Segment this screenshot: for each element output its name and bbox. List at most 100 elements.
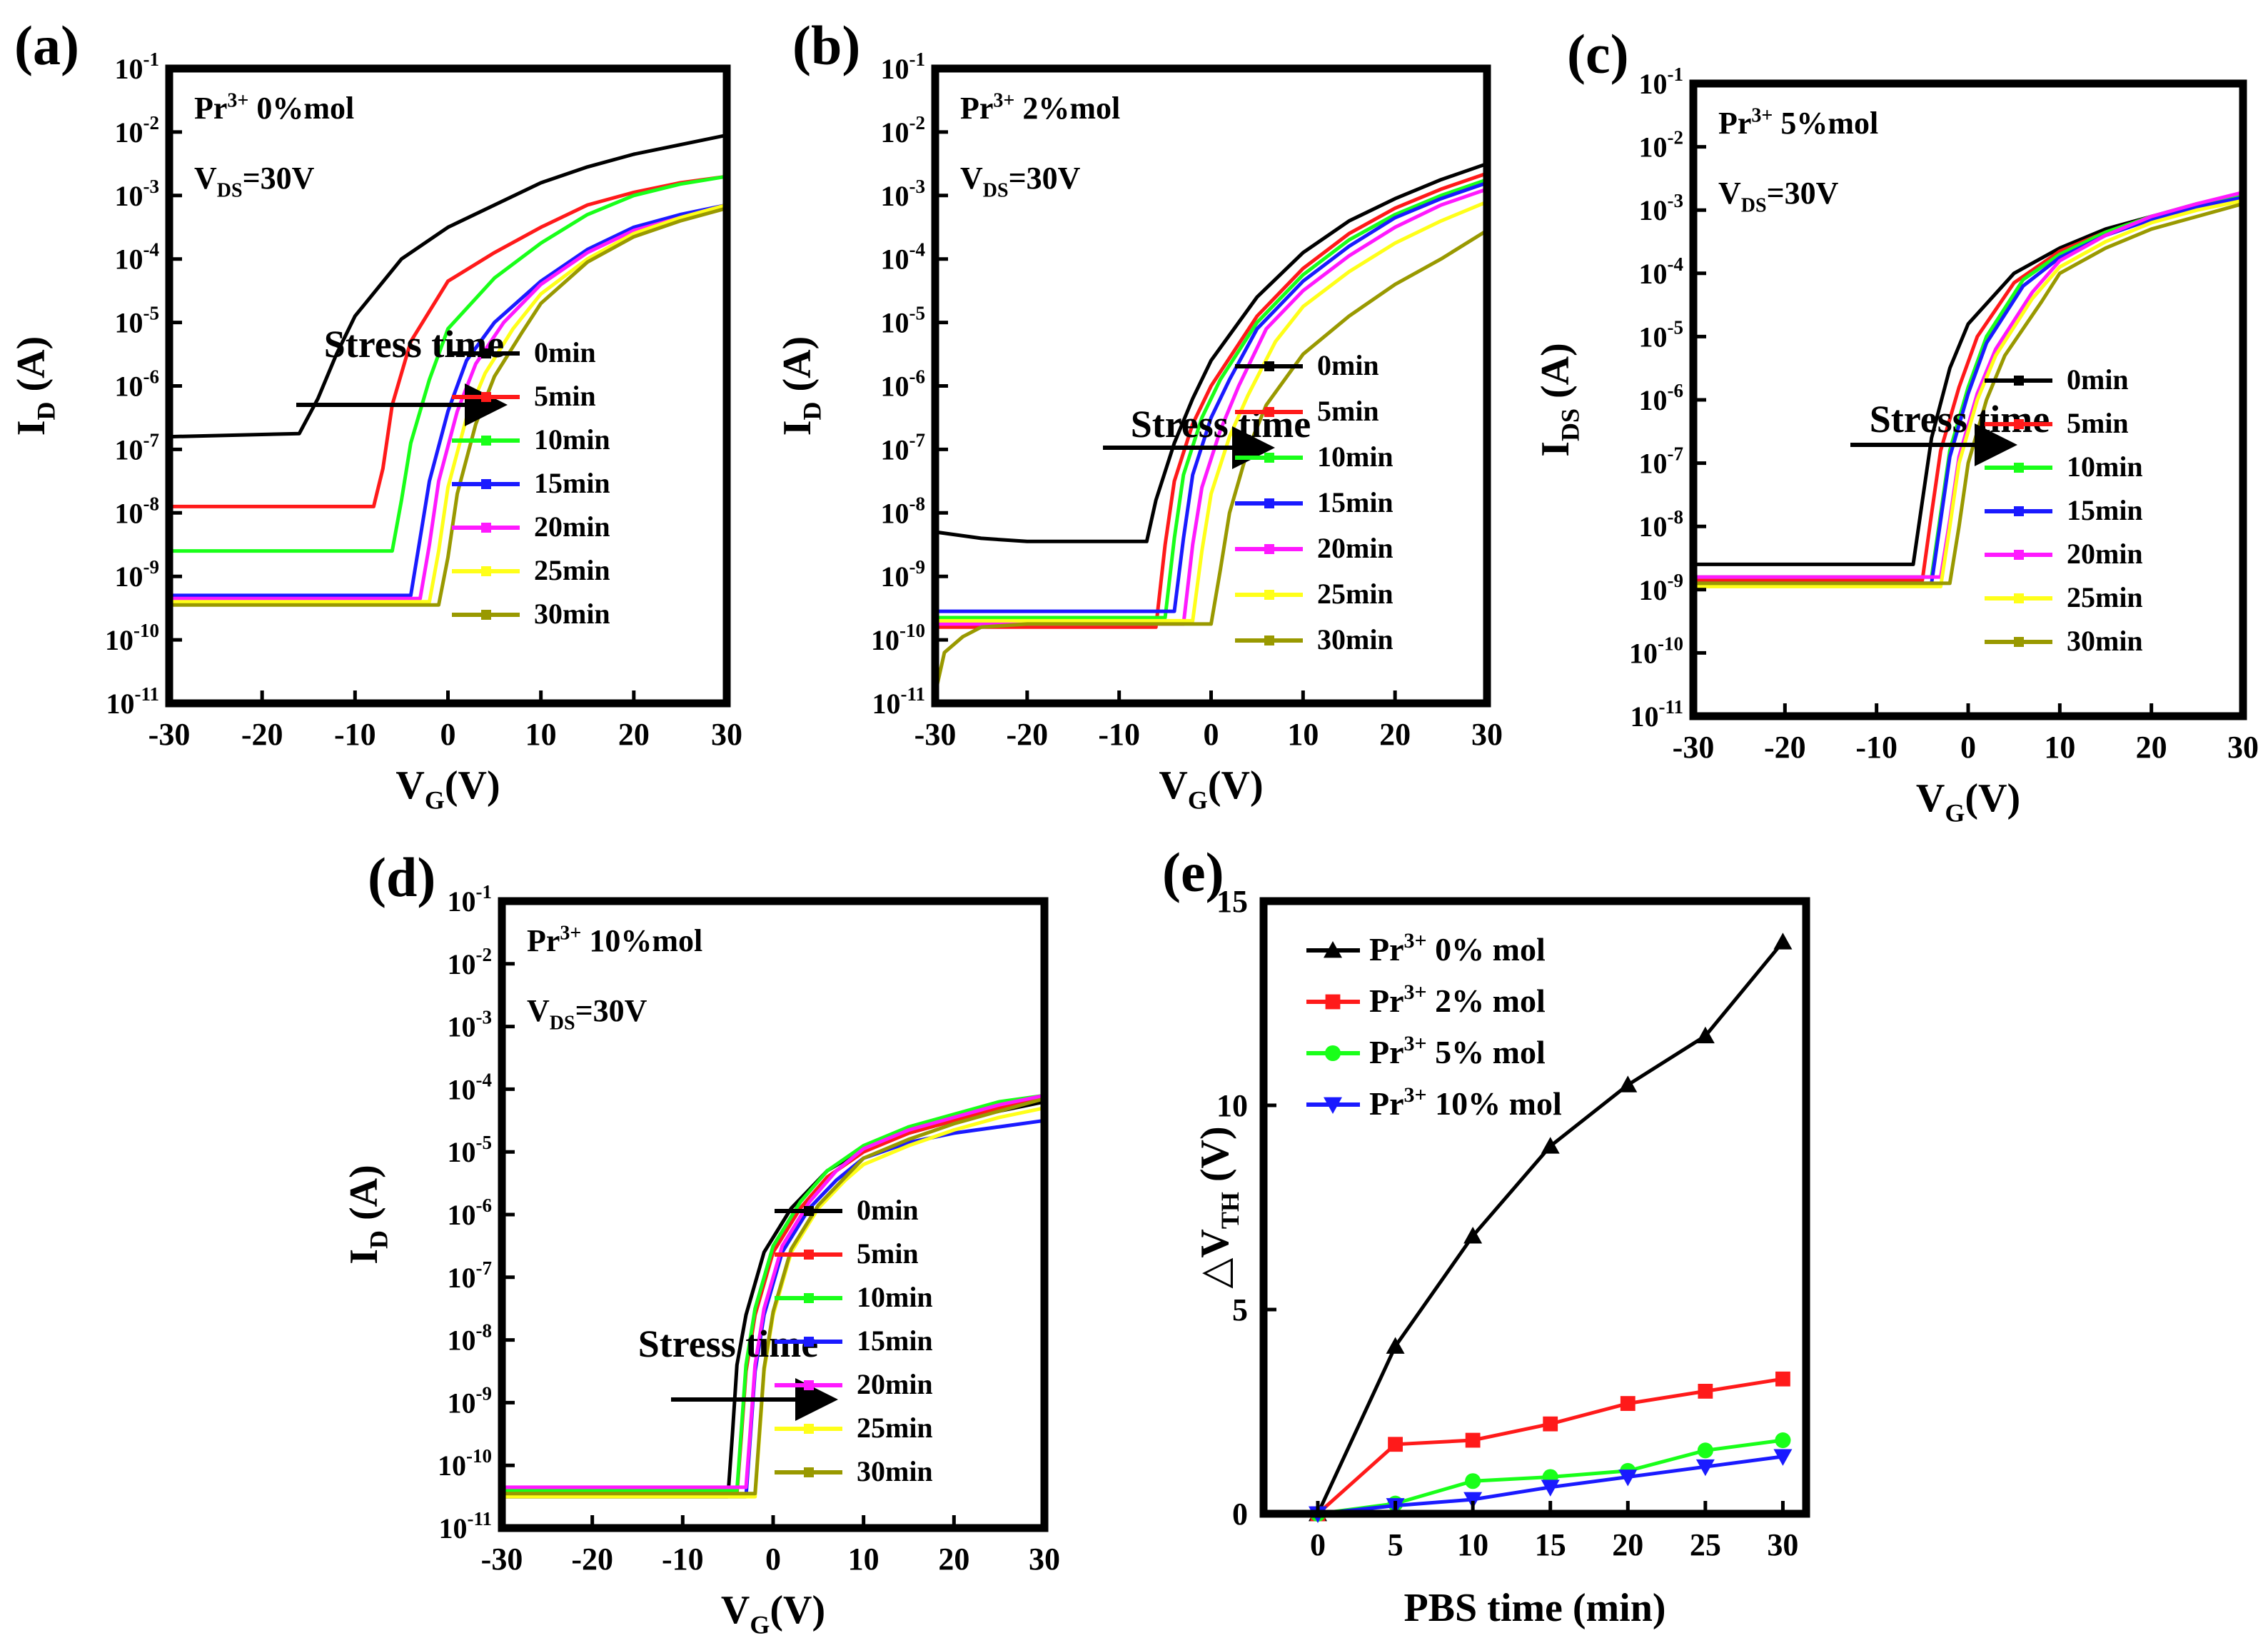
y-tick-label: 10-6 — [881, 366, 926, 403]
legend-marker — [2014, 376, 2024, 386]
y-tick-label: 10-6 — [115, 366, 160, 403]
legend-marker — [2014, 593, 2024, 603]
series-line-15min — [935, 181, 1488, 613]
y-tick-label: 10-11 — [106, 683, 159, 720]
doping-annotation: Pr3+ 0%mol — [194, 89, 354, 126]
x-tick-label: 5 — [1388, 1527, 1403, 1562]
data-lines — [1693, 190, 2244, 588]
y-tick-label: 10-3 — [448, 1007, 493, 1043]
data-point — [1773, 1449, 1793, 1466]
series-line-20min — [169, 203, 727, 601]
legend-marker — [1264, 361, 1274, 371]
legend-marker — [1264, 544, 1274, 554]
legend: 0min 5min 10min 15min 20min 25min 30min — [452, 336, 610, 630]
data-point — [1386, 1337, 1405, 1354]
x-tick-label: 10 — [1287, 717, 1319, 752]
y-tick-label: 10-10 — [105, 620, 159, 656]
y-tick-label: 10-1 — [881, 49, 926, 85]
legend-label: 5min — [534, 380, 596, 412]
series-line-0min — [502, 1100, 1045, 1499]
y-axis-label: IDS (A) — [1533, 343, 1585, 457]
legend-label: 15min — [2067, 494, 2143, 526]
legend-marker — [2014, 637, 2024, 647]
y-tick-label: 10-1 — [1639, 64, 1684, 100]
data-point — [1541, 1137, 1560, 1154]
legend: 0min 5min 10min 15min 20min 25min 30min — [775, 1194, 933, 1487]
data-point — [1620, 1396, 1636, 1411]
vds-annotation: VDS=30V — [960, 161, 1081, 201]
data-point — [1541, 1479, 1560, 1497]
data-point — [1324, 1045, 1341, 1062]
y-axis-label: ID (A) — [9, 336, 61, 436]
stress-time-label: Stress time — [1131, 403, 1311, 446]
legend-marker — [804, 1250, 814, 1260]
x-tick-label: 30 — [1767, 1527, 1798, 1562]
legend-marker — [804, 1337, 814, 1347]
legend-label: Pr3+ 10% mol — [1369, 1083, 1562, 1122]
y-tick-label: 15 — [1216, 884, 1248, 919]
x-tick-label: 0 — [765, 1542, 781, 1577]
legend-label: 10min — [2067, 451, 2143, 483]
panel-label: (b) — [792, 14, 860, 76]
y-tick-label: 10-2 — [1639, 127, 1684, 164]
y-tick-label: 10-4 — [881, 239, 926, 276]
y-tick-label: 10-3 — [881, 176, 926, 212]
data-point — [1324, 1097, 1342, 1114]
y-tick-label: 10-2 — [448, 944, 493, 980]
y-tick-label: 10-9 — [881, 556, 926, 593]
data-point — [1388, 1437, 1403, 1452]
legend-marker — [481, 436, 491, 446]
series-2% mol — [1310, 1371, 1790, 1522]
series-line-10min — [169, 174, 727, 553]
legend-marker — [481, 479, 491, 489]
panel-d: (d) -30 -20 -10 0 10 20 30 10-1 10-2 10-3 10-4 10-5 1… — [342, 846, 1060, 1639]
legend-marker — [1264, 407, 1274, 417]
y-tick-label: 10-5 — [881, 303, 926, 339]
legend-label: 10min — [857, 1281, 933, 1313]
data-point — [1695, 1026, 1715, 1044]
x-tick-label: 20 — [938, 1542, 969, 1577]
series-line-0min — [934, 161, 1488, 543]
y-tick-label: 10-3 — [1639, 190, 1684, 226]
y-tick-label: 10-8 — [1639, 506, 1684, 543]
legend-marker — [1264, 590, 1274, 600]
y-tick-label: 10-8 — [448, 1320, 493, 1357]
x-axis-label: VG(V) — [1916, 776, 2020, 828]
legend-label: 30min — [1317, 623, 1393, 655]
x-tick-label: 10 — [525, 717, 557, 752]
panel-label: (c) — [1567, 23, 1629, 85]
y-tick-label: 10-5 — [115, 303, 160, 339]
y-tick-label: 10-1 — [448, 881, 493, 918]
doping-annotation: Pr3+ 5%mol — [1718, 104, 1878, 141]
data-point — [1324, 941, 1342, 958]
x-tick-label: -20 — [241, 717, 283, 752]
legend-label: 30min — [534, 598, 610, 630]
x-tick-label: -10 — [1855, 730, 1897, 765]
panel-label: (e) — [1162, 841, 1224, 903]
x-tick-label: 20 — [2136, 730, 2167, 765]
x-tick-label: 10 — [1457, 1527, 1488, 1562]
y-tick-label: 10-2 — [881, 112, 926, 149]
legend-marker — [2014, 550, 2024, 560]
y-tick-label: 10-5 — [1639, 316, 1684, 353]
legend: 0min 5min 10min 15min 20min 25min 30min — [1985, 363, 2143, 657]
data-point — [1325, 994, 1341, 1010]
x-axis-label: VG(V) — [395, 763, 500, 815]
series-line-30min — [933, 228, 1488, 695]
x-tick-label: -10 — [1098, 717, 1140, 752]
legend-label: 20min — [1317, 532, 1393, 564]
y-tick-label: 10-8 — [881, 493, 926, 529]
data-lines — [933, 161, 1488, 695]
series-line-30min — [1693, 201, 2244, 586]
legend-marker — [1264, 635, 1274, 645]
panel-a: (a) -30 -20 -10 0 10 20 30 10-1 10-2 10-3 10-4 10-5 1… — [9, 14, 742, 815]
x-tick-label: 0 — [1204, 717, 1219, 752]
legend-label: Pr3+ 0% mol — [1369, 929, 1546, 968]
vds-annotation: VDS=30V — [1718, 176, 1839, 216]
data-point — [1695, 1459, 1715, 1477]
legend-marker — [481, 523, 491, 533]
legend-marker — [481, 348, 491, 358]
data-point — [1463, 1492, 1483, 1509]
legend-marker — [804, 1293, 814, 1303]
